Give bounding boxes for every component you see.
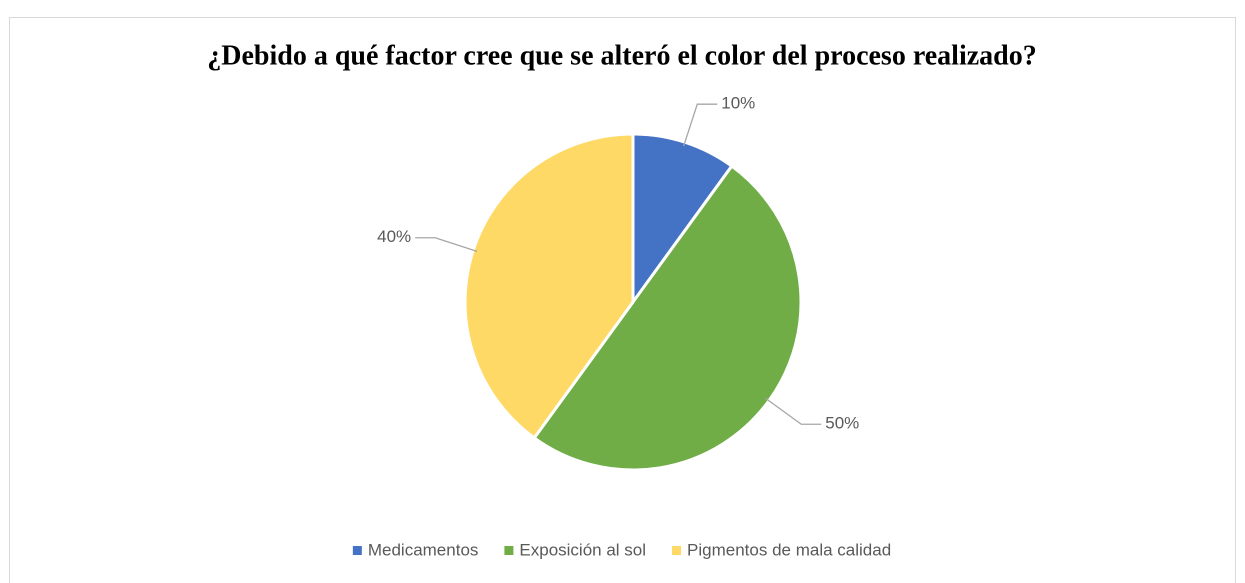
data-label: 50%	[825, 414, 859, 433]
legend-swatch	[352, 546, 362, 555]
legend-label: Exposición al sol	[519, 540, 646, 559]
leader-line	[683, 103, 718, 147]
legend-swatch	[672, 546, 682, 555]
legend-label: Medicamentos	[368, 540, 479, 559]
leader-line	[415, 237, 478, 252]
legend-swatch	[504, 546, 514, 555]
chart-title: ¿Debido a qué factor cree que se alteró …	[207, 40, 1036, 71]
leader-line	[765, 397, 822, 425]
data-label: 10%	[721, 94, 755, 113]
data-label: 40%	[377, 227, 411, 246]
legend-label: Pigmentos de mala calidad	[687, 540, 891, 559]
